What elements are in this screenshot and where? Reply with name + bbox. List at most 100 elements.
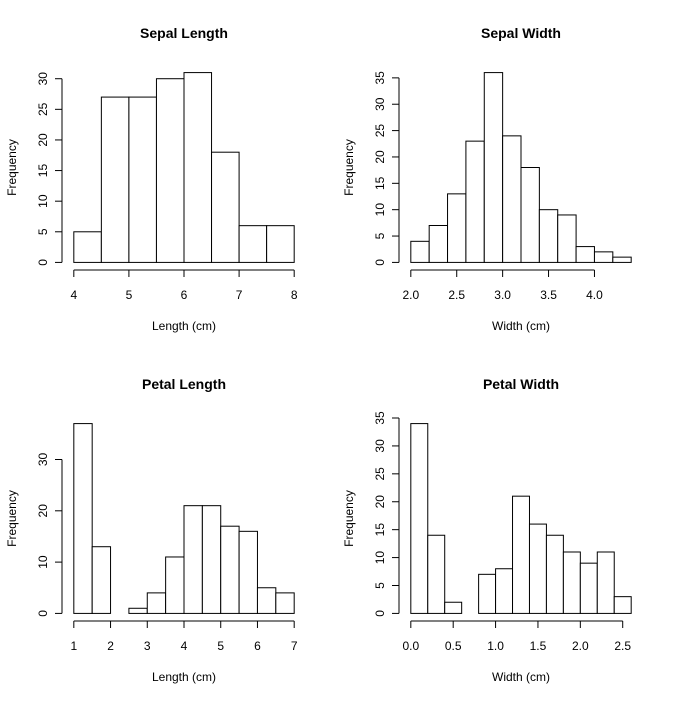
x-tick-label: 1 (70, 639, 77, 653)
y-tick-label: 30 (373, 439, 387, 453)
y-tick-label: 0 (373, 610, 387, 617)
y-tick-label: 30 (36, 453, 50, 467)
x-tick-label: 0.0 (402, 639, 419, 653)
x-axis-label: Width (cm) (492, 670, 550, 684)
y-tick-label: 20 (36, 504, 50, 518)
x-tick-label: 8 (291, 288, 298, 302)
y-axis-label: Frequency (342, 139, 356, 196)
y-tick-label: 5 (373, 582, 387, 589)
y-axis-label: Frequency (342, 490, 356, 547)
x-tick-label: 2.0 (572, 639, 589, 653)
bar (593, 251, 614, 263)
bar (520, 167, 540, 263)
bar (238, 530, 258, 614)
y-tick-label: 30 (373, 97, 387, 111)
x-tick-label: 5 (217, 639, 224, 653)
x-tick-label: 6 (254, 639, 261, 653)
x-tick-label: 2 (107, 639, 114, 653)
panel: Petal Width Width (cm) Frequency 0.0 0.5 1.0 1… (342, 376, 632, 684)
x-axis-label: Width (cm) (492, 319, 550, 333)
x-tick-label: 2.0 (402, 288, 419, 302)
bar (201, 505, 222, 614)
y-tick-label: 30 (36, 72, 50, 86)
bar (613, 596, 632, 614)
bar (562, 551, 581, 614)
bar (579, 562, 598, 614)
bar (557, 214, 577, 263)
bar (428, 224, 449, 263)
x-tick-label: 1.5 (530, 639, 547, 653)
x-tick-label: 3 (144, 639, 151, 653)
y-tick-label: 20 (373, 150, 387, 164)
chart-title: Petal Width (483, 376, 559, 392)
bar (612, 256, 632, 263)
bar (128, 607, 148, 614)
bar (465, 140, 485, 263)
y-tick-label: 20 (373, 495, 387, 509)
y-tick-label: 10 (36, 555, 50, 569)
y-axis-label: Frequency (5, 490, 19, 547)
panel: Sepal Length Length (cm) Frequency 4 5 6 7 8 0 5 1… (5, 25, 298, 333)
y-tick-label: 5 (373, 232, 387, 239)
bar (211, 151, 240, 263)
bar (146, 592, 167, 614)
panel: Sepal Width Width (cm) Frequency 2.0 2.5 3.0 3… (342, 25, 632, 333)
y-tick-label: 15 (36, 164, 50, 178)
y-tick-label: 20 (36, 133, 50, 147)
y-tick-label: 15 (373, 523, 387, 537)
y-tick-label: 5 (36, 228, 50, 235)
bar (183, 505, 203, 614)
bar (478, 573, 497, 614)
bar (427, 534, 446, 614)
bar (502, 135, 522, 263)
y-tick-label: 35 (373, 411, 387, 425)
y-tick-label: 25 (373, 124, 387, 138)
x-axis-label: Length (cm) (152, 319, 216, 333)
x-axis-label: Length (cm) (152, 670, 216, 684)
bar (220, 525, 240, 614)
bar (495, 568, 514, 614)
bar (73, 231, 102, 263)
panel: Petal Length Length (cm) Frequency 1 2 3 4 5 6 7 0… (5, 376, 298, 684)
x-tick-label: 4 (181, 639, 188, 653)
y-tick-label: 0 (373, 259, 387, 266)
x-tick-label: 0.5 (445, 639, 462, 653)
bar (483, 72, 504, 263)
bar (155, 78, 185, 263)
x-tick-label: 4.0 (586, 288, 603, 302)
chart-title: Sepal Width (481, 25, 561, 41)
bar (275, 592, 295, 614)
y-tick-label: 15 (373, 176, 387, 190)
x-tick-label: 7 (236, 288, 243, 302)
y-tick-label: 10 (373, 203, 387, 217)
x-tick-label: 3.0 (494, 288, 511, 302)
y-tick-label: 0 (36, 610, 50, 617)
bar (91, 546, 112, 614)
x-tick-label: 5 (126, 288, 133, 302)
bar (596, 551, 615, 614)
y-tick-label: 10 (36, 194, 50, 208)
bar (444, 601, 463, 614)
bar (266, 225, 295, 263)
y-tick-label: 35 (373, 71, 387, 85)
bar (447, 193, 467, 263)
y-tick-label: 10 (373, 551, 387, 565)
bar (238, 225, 268, 263)
y-tick-label: 25 (373, 467, 387, 481)
x-tick-label: 6 (181, 288, 188, 302)
bar (410, 240, 430, 263)
bar (538, 209, 559, 263)
y-axis-label: Frequency (5, 139, 19, 196)
bar (575, 246, 595, 263)
bar (100, 96, 130, 263)
bar (128, 96, 157, 263)
y-tick-label: 25 (36, 102, 50, 116)
y-tick-label: 0 (36, 259, 50, 266)
bar (183, 72, 213, 263)
x-tick-label: 1.0 (487, 639, 504, 653)
bar (512, 495, 530, 614)
bar (256, 587, 277, 614)
x-tick-label: 2.5 (448, 288, 465, 302)
x-tick-label: 4 (70, 288, 77, 302)
